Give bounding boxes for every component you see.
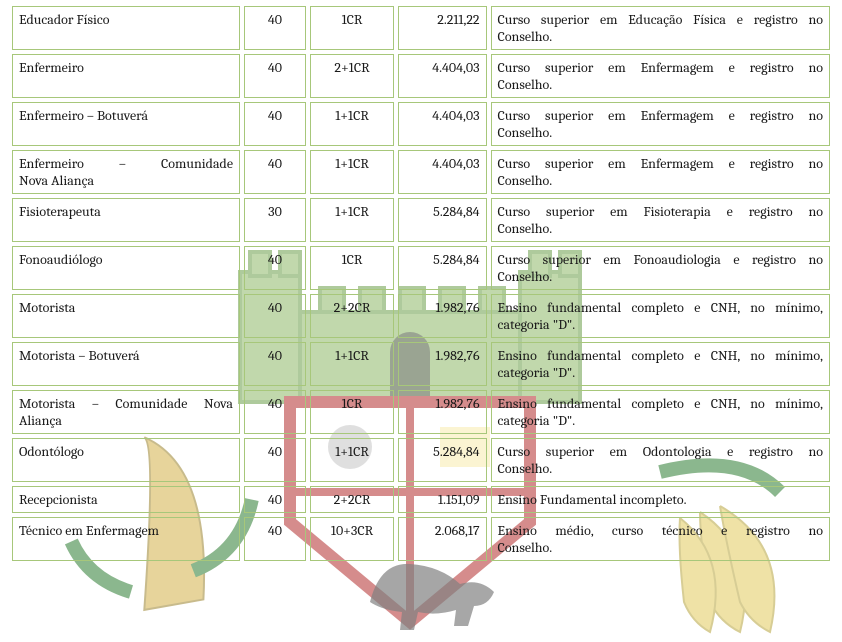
cell-salario: 4.404,03 <box>398 102 486 146</box>
cell-ch: 40 <box>244 54 306 98</box>
cell-vagas: 1+1CR <box>310 438 394 482</box>
table-row: Motorista – Botuverá401+1CR1.982,76Ensin… <box>12 342 830 386</box>
cell-ch: 40 <box>244 150 306 194</box>
cell-cargo: Fonoaudiólogo <box>12 246 240 290</box>
table-row: Técnico em Enfermagem4010+3CR2.068,17Ens… <box>12 517 830 561</box>
cell-vagas: 1+1CR <box>310 198 394 242</box>
cell-ch: 40 <box>244 102 306 146</box>
cell-salario: 5.284,84 <box>398 246 486 290</box>
table-row: Fonoaudiólogo401CR5.284,84Curso superior… <box>12 246 830 290</box>
cell-salario: 4.404,03 <box>398 54 486 98</box>
cell-requisito: Curso superior em Enfermagem e registro … <box>491 102 830 146</box>
cell-vagas: 1CR <box>310 390 394 434</box>
cell-vagas: 2+2CR <box>310 294 394 338</box>
cell-ch: 40 <box>244 294 306 338</box>
cell-cargo: Odontólogo <box>12 438 240 482</box>
cell-ch: 40 <box>244 6 306 50</box>
cell-salario: 1.151,09 <box>398 486 486 513</box>
cell-ch: 40 <box>244 246 306 290</box>
cell-cargo: Educador Físico <box>12 6 240 50</box>
cell-vagas: 1+1CR <box>310 102 394 146</box>
table-row: Odontólogo401+1CR5.284,84Curso superior … <box>12 438 830 482</box>
table-row: Educador Físico401CR2.211,22Curso superi… <box>12 6 830 50</box>
cell-requisito: Curso superior em Enfermagem e registro … <box>491 54 830 98</box>
cell-cargo: Técnico em Enfermagem <box>12 517 240 561</box>
cell-salario: 4.404,03 <box>398 150 486 194</box>
cell-salario: 1.982,76 <box>398 390 486 434</box>
cell-cargo: Enfermeiro <box>12 54 240 98</box>
table-row: Enfermeiro – ComunidadeNova Aliança401+1… <box>12 150 830 194</box>
cell-vagas: 1CR <box>310 6 394 50</box>
table-row: Enfermeiro402+1CR4.404,03Curso superior … <box>12 54 830 98</box>
cell-requisito: Curso superior em Fisioterapia e registr… <box>491 198 830 242</box>
cell-ch: 30 <box>244 198 306 242</box>
cell-requisito: Curso superior em Educação Física e regi… <box>491 6 830 50</box>
cell-salario: 2.211,22 <box>398 6 486 50</box>
cell-vagas: 1+1CR <box>310 150 394 194</box>
cell-cargo: Enfermeiro – ComunidadeNova Aliança <box>12 150 240 194</box>
cell-salario: 5.284,84 <box>398 438 486 482</box>
cell-requisito: Ensino Fundamental incompleto. <box>491 486 830 513</box>
cell-requisito: Curso superior em Fonoaudiologia e regis… <box>491 246 830 290</box>
cell-salario: 1.982,76 <box>398 342 486 386</box>
cell-requisito: Ensino fundamental completo e CNH, no mí… <box>491 342 830 386</box>
cell-salario: 5.284,84 <box>398 198 486 242</box>
cell-cargo: Fisioterapeuta <box>12 198 240 242</box>
cell-ch: 40 <box>244 390 306 434</box>
cell-requisito: Ensino fundamental completo e CNH, no mí… <box>491 390 830 434</box>
jobs-table: Educador Físico401CR2.211,22Curso superi… <box>8 2 834 565</box>
cell-requisito: Curso superior em Enfermagem e registro … <box>491 150 830 194</box>
table-row: Fisioterapeuta301+1CR5.284,84Curso super… <box>12 198 830 242</box>
table-row: Motorista – Comunidade NovaAliança401CR1… <box>12 390 830 434</box>
cell-salario: 1.982,76 <box>398 294 486 338</box>
cell-ch: 40 <box>244 342 306 386</box>
cell-vagas: 2+1CR <box>310 54 394 98</box>
cell-cargo: Recepcionista <box>12 486 240 513</box>
cell-ch: 40 <box>244 438 306 482</box>
cell-cargo: Enfermeiro – Botuverá <box>12 102 240 146</box>
cell-requisito: Curso superior em Odontologia e registro… <box>491 438 830 482</box>
cell-cargo: Motorista – Comunidade NovaAliança <box>12 390 240 434</box>
table-row: Recepcionista402+2CR1.151,09Ensino Funda… <box>12 486 830 513</box>
cell-salario: 2.068,17 <box>398 517 486 561</box>
cell-vagas: 10+3CR <box>310 517 394 561</box>
cell-vagas: 2+2CR <box>310 486 394 513</box>
cell-ch: 40 <box>244 486 306 513</box>
cell-cargo: Motorista – Botuverá <box>12 342 240 386</box>
cell-requisito: Ensino médio, curso técnico e registro n… <box>491 517 830 561</box>
cell-vagas: 1+1CR <box>310 342 394 386</box>
cell-cargo: Motorista <box>12 294 240 338</box>
cell-requisito: Ensino fundamental completo e CNH, no mí… <box>491 294 830 338</box>
table-row: Motorista402+2CR1.982,76Ensino fundament… <box>12 294 830 338</box>
table-row: Enfermeiro – Botuverá401+1CR4.404,03Curs… <box>12 102 830 146</box>
cell-ch: 40 <box>244 517 306 561</box>
cell-vagas: 1CR <box>310 246 394 290</box>
